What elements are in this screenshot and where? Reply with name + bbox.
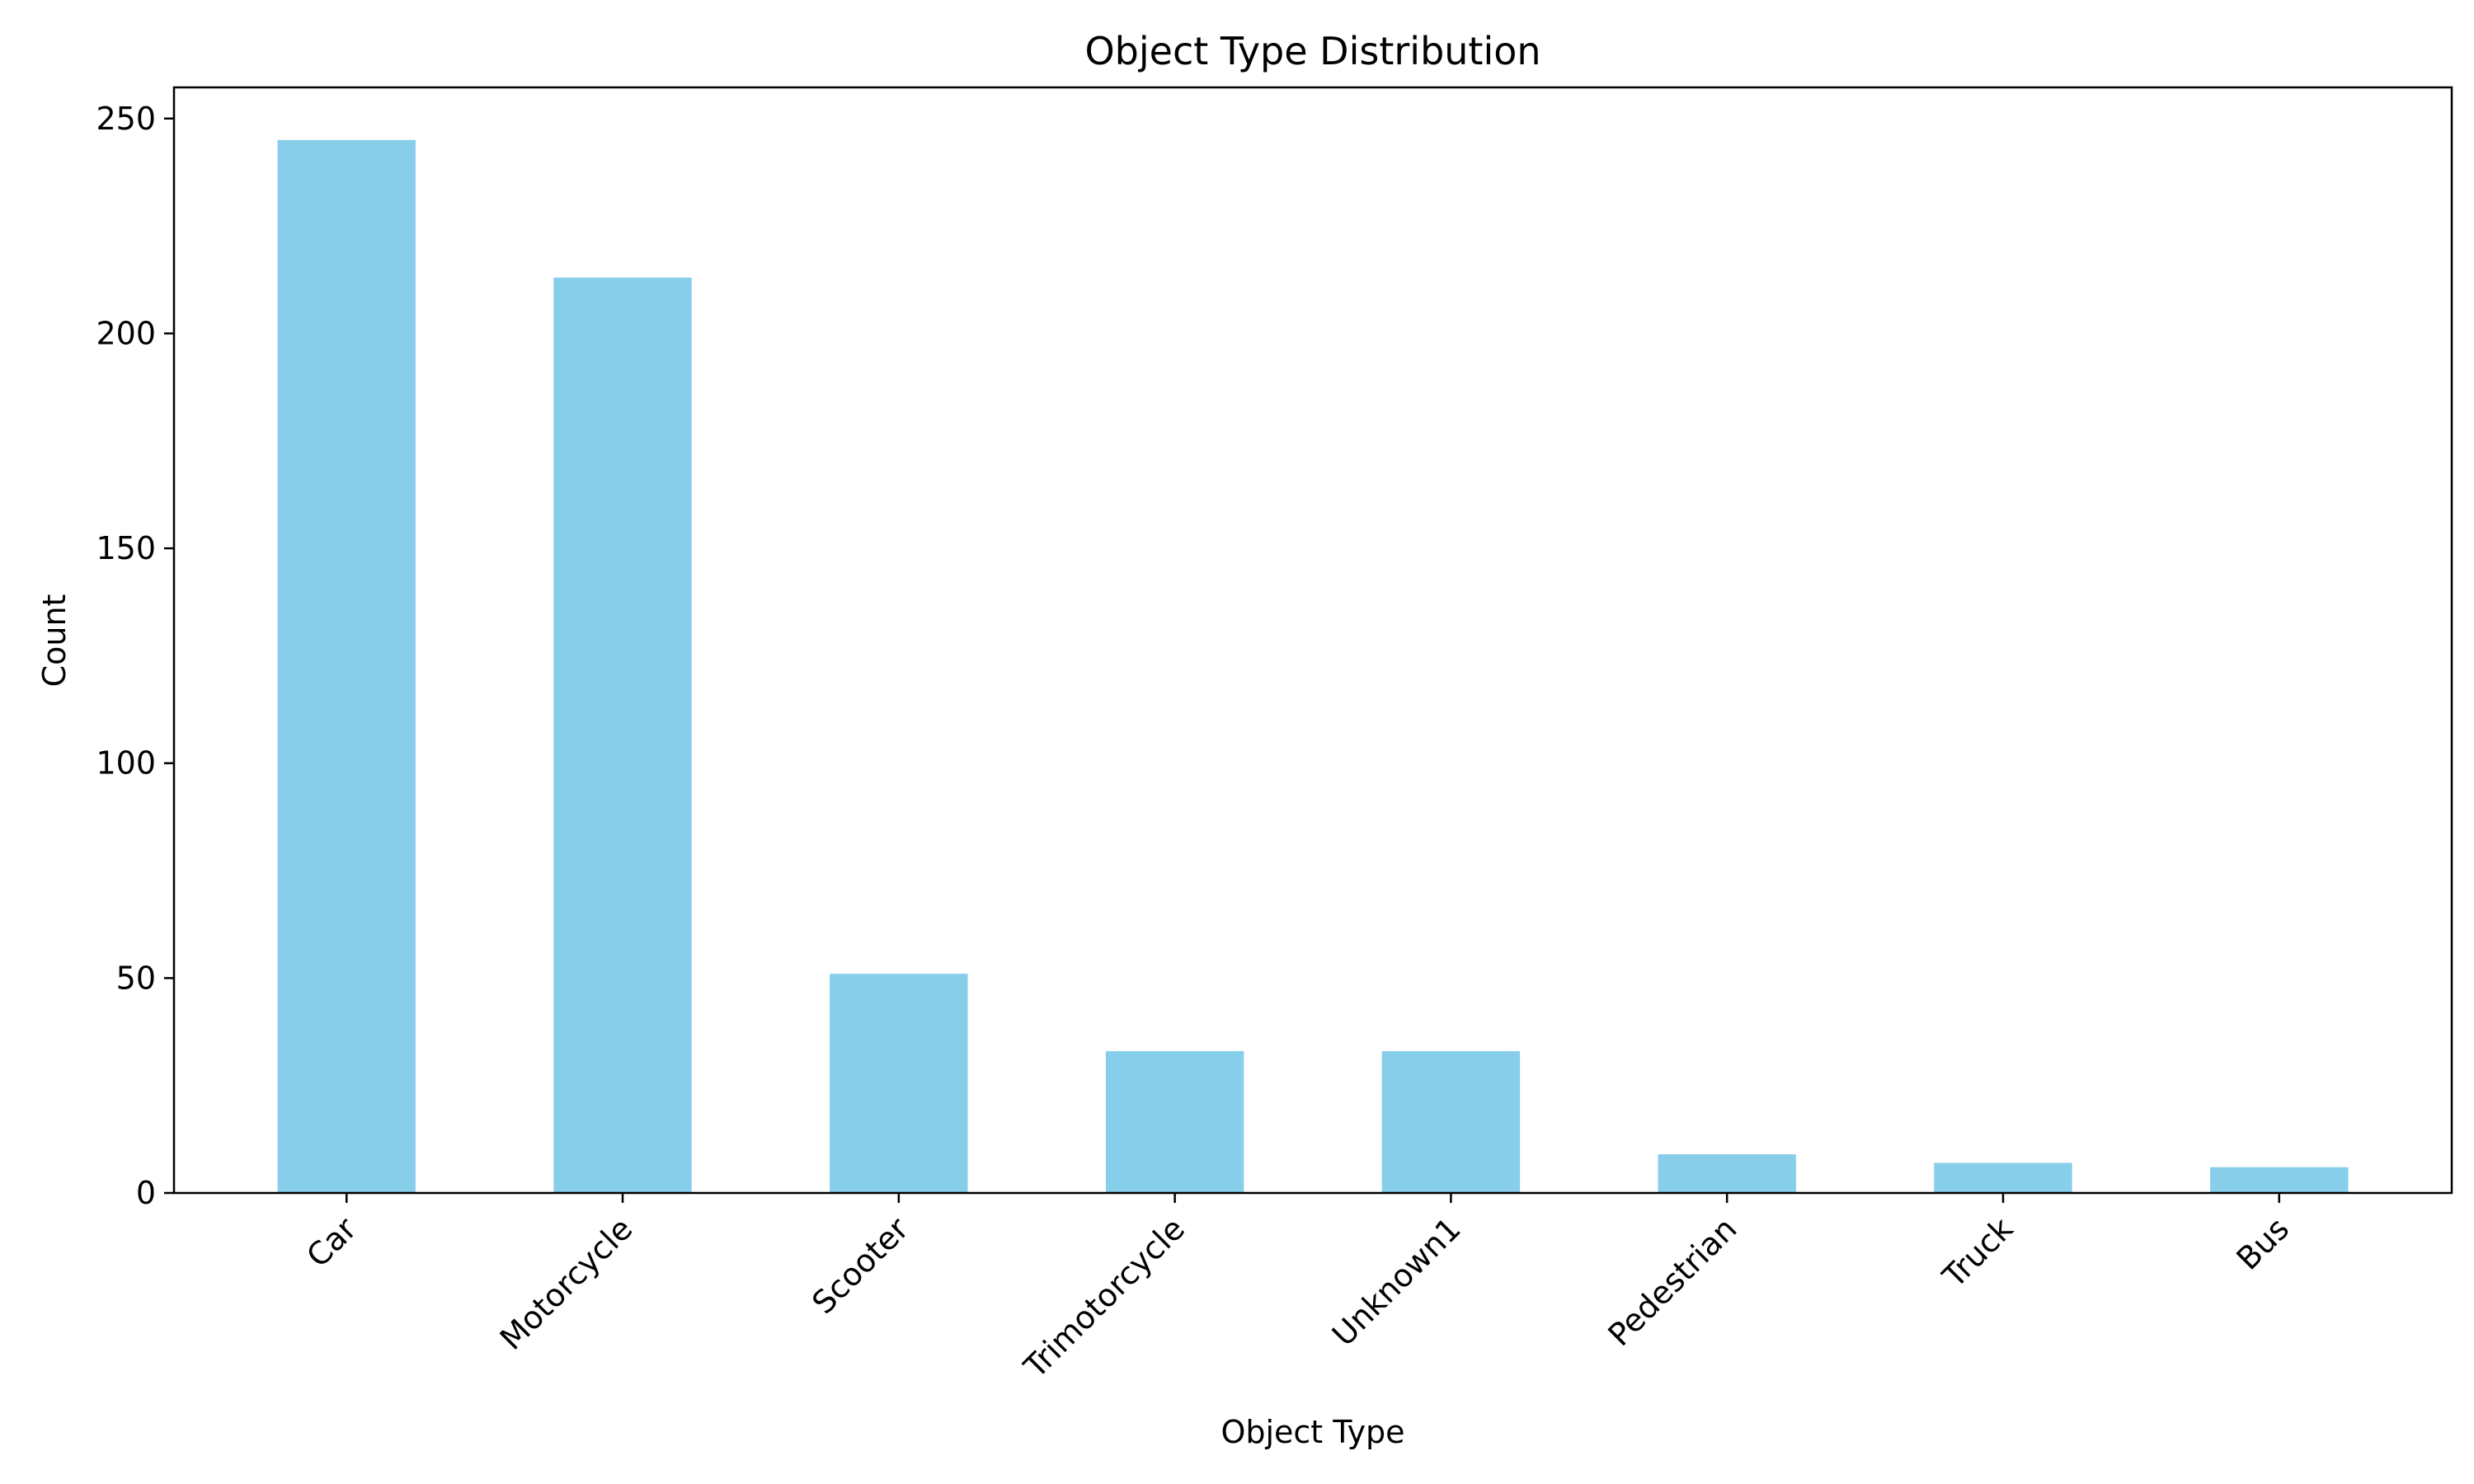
x-tick-label-0: Car [299,1210,364,1275]
y-tick-label-1: 50 [116,960,156,996]
bar-2 [830,974,968,1193]
x-tick-label-2: Scooter [805,1210,915,1321]
y-axis: 0 50 100 150 200 250 [96,101,174,1211]
bar-0 [277,139,416,1193]
x-tick-label-3: Trimotorcycle [1017,1210,1192,1385]
bar-1 [553,277,692,1194]
bar-5 [1658,1154,1796,1193]
x-axis-title: Object Type [1221,1414,1404,1450]
x-axis: Car Motorcycle Scooter Trimotorcycle Unknown… [299,1193,2296,1386]
y-tick-label-3: 150 [96,530,156,566]
y-tick-label-4: 200 [96,315,156,351]
bar-7 [2210,1167,2349,1193]
x-tick-label-4: Unknown1 [1325,1210,1468,1353]
y-axis-title: Count [36,594,73,688]
bar-6 [1934,1162,2072,1193]
x-tick-label-7: Bus [2230,1210,2297,1277]
bar-3 [1105,1050,1244,1193]
y-tick-label-5: 250 [96,101,156,137]
chart-title: Object Type Distribution [1084,29,1540,73]
plot-frame [172,86,2453,1195]
y-tick-label-2: 100 [96,745,156,782]
x-tick-label-5: Pedestrian [1602,1210,1744,1353]
bars-group [277,139,2349,1194]
bar-4 [1381,1050,1521,1193]
x-tick-label-6: Truck [1935,1210,2020,1295]
y-tick-label-0: 0 [136,1175,156,1211]
x-tick-label-1: Motorcycle [493,1210,640,1357]
